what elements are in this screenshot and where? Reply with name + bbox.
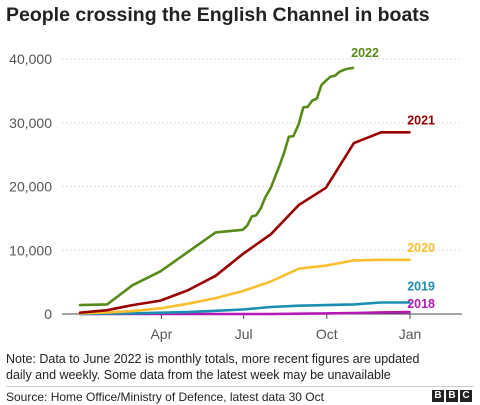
chart-title: People crossing the English Channel in b… [6,4,430,26]
series-label-2022: 2022 [351,46,379,60]
source-text: Source: Home Office/Ministry of Defence,… [6,390,324,404]
series-line-2019 [78,301,411,316]
series-label-2021: 2021 [407,113,435,127]
bbc-logo-letter: B [432,390,444,402]
y-axis-ticks: 0 10,000 20,000 30,000 40,000 [9,51,52,322]
series-line-2022 [78,66,355,307]
y-tick-label: 20,000 [9,179,52,195]
y-tick-label: 30,000 [9,115,52,131]
x-tick-label: Jul [235,326,253,342]
y-tick-label: 10,000 [9,242,52,258]
series-lines [78,66,411,316]
bbc-logo-letter: C [460,390,472,402]
gridlines [62,58,462,315]
series-label-2018: 2018 [407,297,435,311]
y-tick-label: 0 [44,306,52,322]
x-tick-label: Jan [399,326,422,342]
x-axis-ticks: Apr Jul Oct Jan [150,314,421,342]
y-tick-label: 40,000 [9,51,52,67]
bbc-logo-letter: B [446,390,458,402]
series-labels: 2022 2021 2020 2019 2018 [351,46,435,311]
chart-note: Note: Data to June 2022 is monthly total… [6,352,420,382]
bbc-logo: B B C [432,390,472,402]
x-tick-label: Apr [150,326,172,342]
footer-divider [6,386,474,387]
line-chart: 0 10,000 20,000 30,000 40,000 Apr Jul Oct Jan 2… [9,46,462,342]
series-label-2019: 2019 [407,280,435,294]
series-label-2020: 2020 [407,241,435,255]
x-tick-label: Oct [316,326,338,342]
series-line-2021 [78,131,411,315]
series-line-2020 [78,258,411,315]
